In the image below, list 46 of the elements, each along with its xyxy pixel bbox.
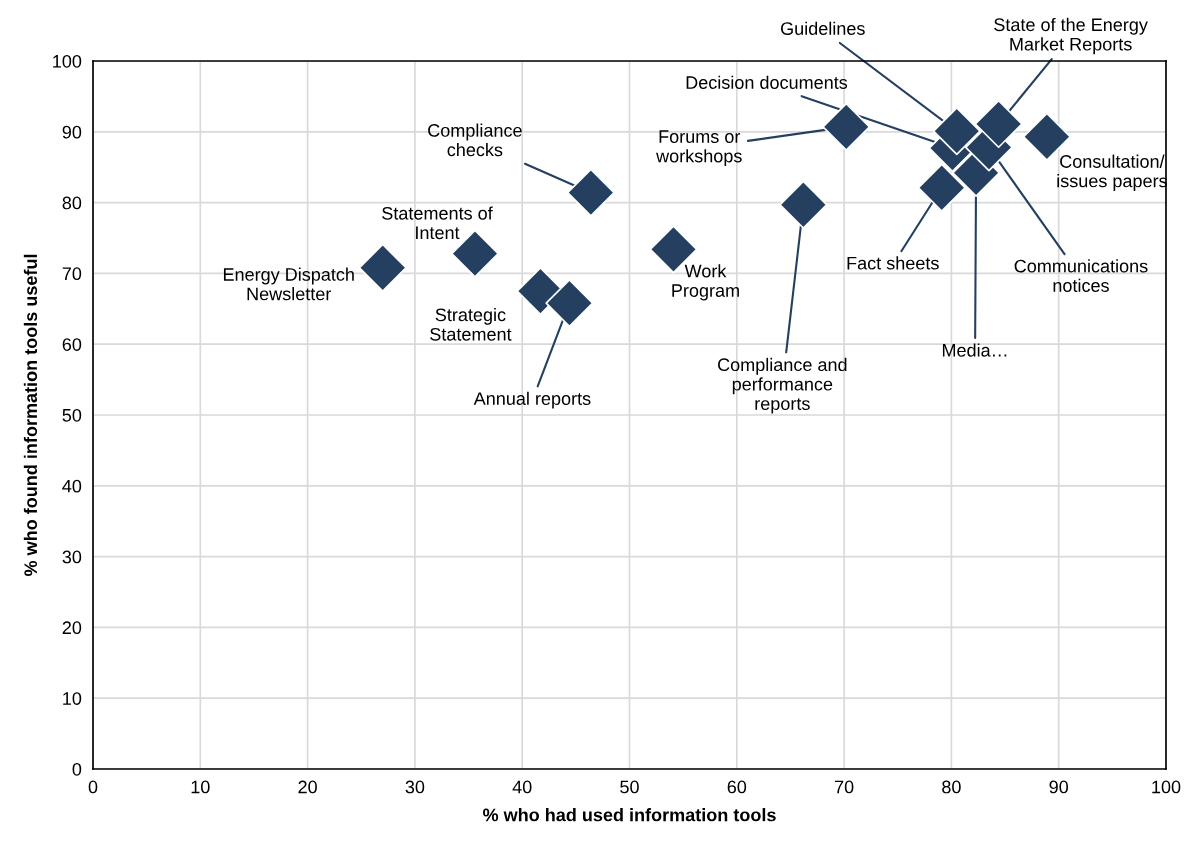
annotation: Fact sheets — [847, 256, 939, 270]
y-tick-label: 60 — [62, 338, 82, 351]
annotation: Compliance and performance reports — [718, 357, 847, 414]
y-tick-label: 50 — [62, 408, 82, 422]
x-tick-label: 100 — [1152, 780, 1181, 794]
y-tick-label: 100 — [53, 54, 82, 68]
x-tick-label: 10 — [191, 780, 210, 794]
point — [545, 279, 594, 328]
point — [822, 102, 871, 151]
x-tick-label: 80 — [942, 780, 961, 794]
y-tick-label: 70 — [62, 267, 82, 281]
x-tick-label: 40 — [512, 780, 532, 794]
y-tick-label: 90 — [62, 125, 82, 139]
annotation: Guidelines — [781, 21, 865, 35]
annotation: Work Program — [672, 264, 739, 301]
annotation: Media… — [942, 343, 1007, 357]
point — [358, 243, 407, 292]
point — [932, 107, 981, 156]
x-tick-label: 0 — [88, 780, 98, 794]
point — [917, 163, 966, 212]
annotation: Statements of Intent — [382, 206, 493, 240]
annotation: State of the Energy Market Reports — [994, 17, 1148, 55]
annotation: Energy Dispatch Newsletter — [223, 267, 354, 301]
point — [974, 99, 1023, 149]
x-tick-label: 60 — [727, 780, 747, 794]
x-tick-label: 50 — [620, 780, 639, 794]
y-tick-label: 10 — [63, 692, 82, 705]
x-tick-label: 30 — [405, 780, 425, 794]
x-tick-label: 20 — [298, 780, 317, 794]
y-tick-label: 30 — [62, 550, 82, 564]
annotation: Strategic Statement — [430, 307, 512, 341]
x-tick-label: 70 — [834, 780, 854, 794]
y-tick-label: 0 — [72, 762, 82, 776]
y-tick-label: 80 — [62, 196, 82, 210]
y-axis-title: % who found information tools useful — [23, 254, 38, 577]
x-tick-label: 90 — [1049, 780, 1069, 794]
annotation: Forums or workshops — [656, 130, 742, 166]
y-tick-label: 40 — [62, 479, 82, 493]
annotation: Compliance checks — [428, 123, 522, 157]
y-tick-label: 20 — [62, 621, 82, 635]
annotation: Annual reports — [473, 391, 591, 409]
point — [779, 180, 828, 229]
x-axis-title: % who had used information tools — [483, 808, 776, 822]
annotation: Decision documents — [686, 75, 848, 89]
point — [566, 168, 615, 217]
annotation: Communications notices — [1014, 259, 1148, 292]
